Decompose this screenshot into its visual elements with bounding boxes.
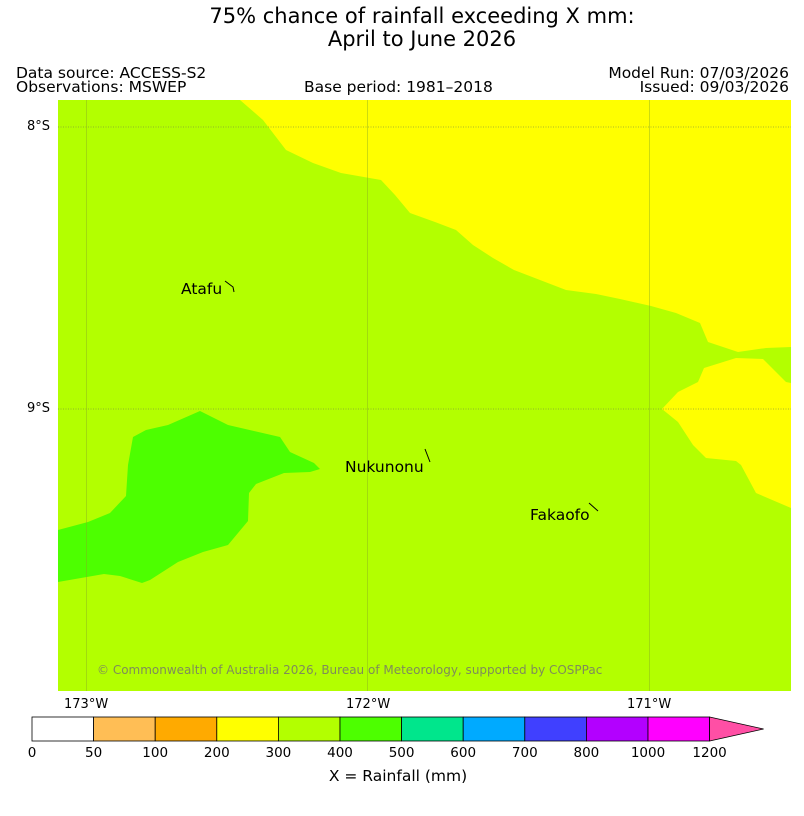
colorbar-tick-label: 700 bbox=[511, 745, 538, 761]
observations: Observations: MSWEP bbox=[16, 78, 187, 96]
colorbar bbox=[31, 716, 764, 742]
colorbar-tick-label: 1000 bbox=[630, 745, 666, 761]
colorbar-box-200-300 bbox=[216, 716, 279, 742]
nukunonu-island-icon bbox=[424, 448, 431, 463]
region-200-300-east bbox=[662, 358, 791, 508]
colorbar-box-700-800 bbox=[524, 716, 587, 742]
colorbar-extend-arrow bbox=[709, 716, 764, 742]
lat-label-8s: 8°S bbox=[27, 119, 51, 134]
colorbar-tick-label: 500 bbox=[388, 745, 415, 761]
data-source: Data source: ACCESS-S2 bbox=[16, 64, 207, 82]
lon-label-173w: 173°W bbox=[64, 697, 109, 712]
model-run: Model Run: 07/03/2026 bbox=[608, 64, 789, 82]
copyright-notice: © Commonwealth of Australia 2026, Bureau… bbox=[97, 663, 603, 677]
colorbar-tick-label: 600 bbox=[450, 745, 477, 761]
place-label-nukunonu: Nukunonu bbox=[345, 458, 424, 476]
colorbar-tick-label: 200 bbox=[203, 745, 230, 761]
fakaofo-island-icon bbox=[588, 502, 599, 512]
chart-title-line1: 75% chance of rainfall exceeding X mm: bbox=[209, 4, 635, 28]
base-period: Base period: 1981–2018 bbox=[304, 78, 493, 96]
place-label-fakaofo: Fakaofo bbox=[530, 506, 590, 524]
colorbar-box-50-100 bbox=[93, 716, 156, 742]
colorbar-tick-label: 300 bbox=[265, 745, 292, 761]
rainfall-map bbox=[58, 100, 791, 691]
colorbar-label: X = Rainfall (mm) bbox=[328, 767, 468, 785]
colorbar-box-400-500 bbox=[339, 716, 402, 742]
colorbar-tick-label: 1200 bbox=[692, 745, 727, 761]
colorbar-box-100-200 bbox=[154, 716, 218, 742]
colorbar-tick-label: 800 bbox=[573, 745, 600, 761]
colorbar-box-300-400 bbox=[277, 716, 341, 742]
colorbar-tick-label: 400 bbox=[327, 745, 353, 761]
colorbar-tick-label: 50 bbox=[85, 745, 103, 761]
colorbar-tick-label: 0 bbox=[27, 745, 37, 761]
atafu-island-icon bbox=[224, 280, 235, 293]
colorbar-box-0-50 bbox=[31, 716, 94, 742]
colorbar-box-500-600 bbox=[401, 716, 464, 742]
lat-label-9s: 9°S bbox=[27, 401, 51, 416]
colorbar-box-800-1000 bbox=[586, 716, 649, 742]
lon-label-171w: 171°W bbox=[627, 697, 672, 712]
region-200-300-north bbox=[240, 100, 791, 352]
colorbar-tick-label: 100 bbox=[142, 745, 169, 761]
place-label-atafu: Atafu bbox=[181, 280, 223, 298]
chart-title-line2: April to June 2026 bbox=[327, 27, 517, 51]
issued-date: Issued: 09/03/2026 bbox=[639, 78, 789, 96]
colorbar-box-1000-1200 bbox=[647, 716, 710, 742]
region-400-500 bbox=[58, 411, 320, 583]
colorbar-box-600-700 bbox=[462, 716, 526, 742]
map-canvas bbox=[58, 100, 791, 691]
lon-label-172w: 172°W bbox=[346, 697, 391, 712]
